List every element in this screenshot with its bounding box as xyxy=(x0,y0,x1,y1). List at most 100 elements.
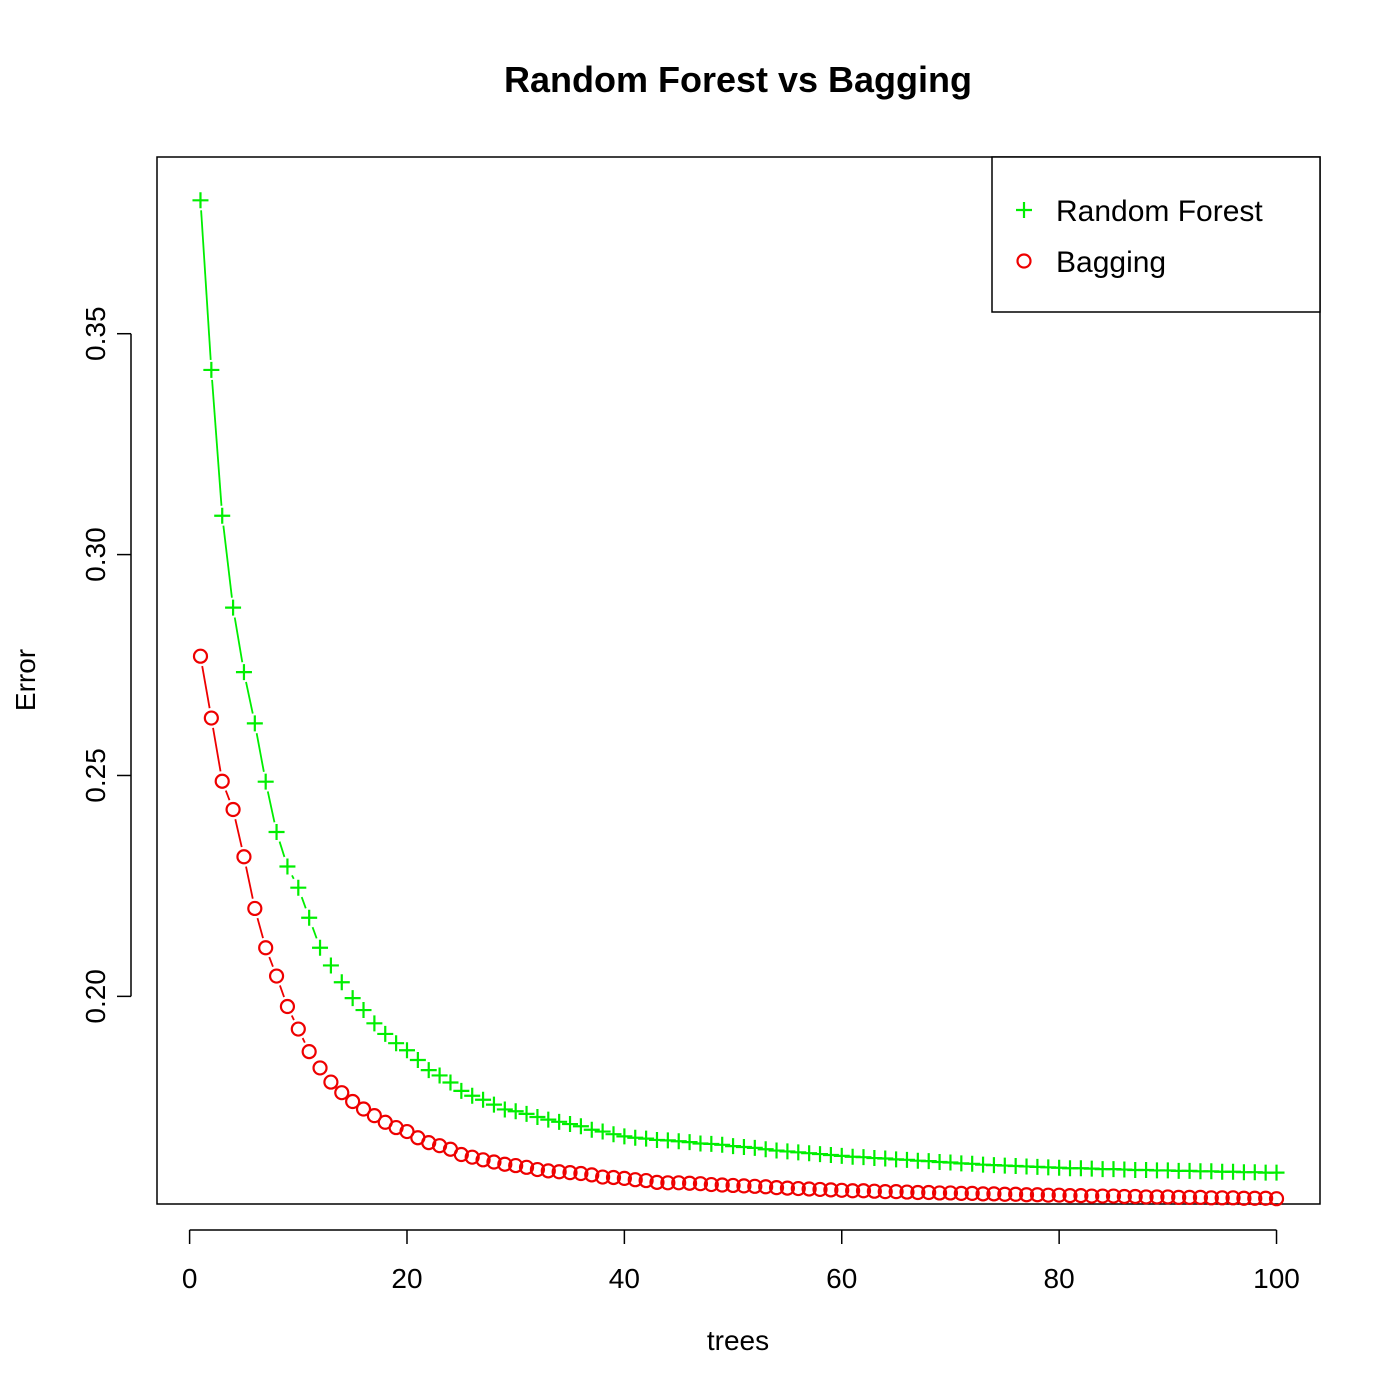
data-point xyxy=(290,1021,306,1037)
data-point xyxy=(1268,1191,1285,1207)
data-point xyxy=(507,1103,524,1120)
data-point xyxy=(649,1174,665,1190)
data-point xyxy=(192,648,209,664)
data-point xyxy=(660,1175,676,1191)
data-point xyxy=(268,824,285,841)
data-point xyxy=(855,1183,872,1199)
data-point xyxy=(496,1101,513,1118)
data-point xyxy=(225,599,242,616)
data-point xyxy=(485,1096,502,1113)
data-point xyxy=(475,1152,491,1168)
data-point xyxy=(312,939,329,956)
data-point xyxy=(247,900,263,917)
data-point xyxy=(323,1074,339,1090)
data-point xyxy=(345,1093,361,1110)
series-random-forest xyxy=(192,192,1285,1181)
y-tick-label: 0.35 xyxy=(80,306,111,361)
data-point xyxy=(747,1178,763,1194)
data-point xyxy=(573,1165,589,1182)
data-point xyxy=(1051,1187,1067,1203)
data-point xyxy=(312,1060,328,1076)
data-point xyxy=(301,1043,317,1060)
data-point xyxy=(953,1185,969,1201)
data-point xyxy=(877,1184,893,1200)
data-point xyxy=(464,1087,481,1104)
legend-label-random-forest: Random Forest xyxy=(1056,195,1263,228)
series-segment xyxy=(301,1037,306,1043)
series-segment xyxy=(201,665,211,709)
data-point xyxy=(681,1175,698,1191)
data-point xyxy=(1029,1187,1046,1203)
chart-title: Random Forest vs Bagging xyxy=(504,59,972,100)
data-point xyxy=(518,1159,535,1175)
data-point xyxy=(1095,1188,1111,1204)
data-point xyxy=(203,361,220,378)
series-segment xyxy=(268,956,274,968)
data-point xyxy=(1073,1188,1089,1204)
data-point xyxy=(931,1185,948,1201)
data-point xyxy=(583,1121,600,1138)
data-point xyxy=(1171,1189,1187,1205)
data-point xyxy=(572,1118,589,1135)
data-point xyxy=(475,1091,492,1108)
data-point xyxy=(529,1108,546,1125)
legend: Random Forest Bagging xyxy=(991,156,1321,313)
data-point xyxy=(757,1141,774,1158)
data-point xyxy=(333,974,350,991)
data-point xyxy=(1116,1188,1132,1205)
x-tick-label: 20 xyxy=(391,1263,422,1294)
series-segment xyxy=(234,819,243,848)
series-layer xyxy=(192,192,1285,1207)
data-point xyxy=(736,1178,752,1194)
data-point xyxy=(594,1123,611,1140)
data-point xyxy=(279,858,296,875)
data-point xyxy=(595,1169,611,1185)
x-tick-label: 40 xyxy=(609,1263,640,1294)
data-point xyxy=(616,1128,633,1145)
data-point xyxy=(398,1042,415,1059)
data-point xyxy=(888,1184,904,1200)
data-point xyxy=(681,1134,698,1151)
data-point xyxy=(758,1179,774,1195)
data-point xyxy=(997,1186,1013,1202)
data-point xyxy=(1258,1190,1274,1206)
series-segment xyxy=(256,917,264,939)
series-segment xyxy=(245,681,254,714)
series-segment xyxy=(255,733,265,773)
data-point xyxy=(746,1139,763,1156)
data-point xyxy=(235,664,252,681)
data-point xyxy=(1040,1187,1056,1203)
data-point xyxy=(692,1176,709,1192)
data-point xyxy=(257,773,274,790)
data-point xyxy=(584,1167,600,1183)
series-segment xyxy=(245,866,254,899)
data-point xyxy=(1247,1190,1263,1206)
data-point xyxy=(1105,1188,1122,1204)
data-point xyxy=(214,507,231,524)
data-point xyxy=(703,1176,719,1193)
series-segment xyxy=(212,727,222,772)
series-segment xyxy=(290,1015,295,1021)
legend-label-bagging: Bagging xyxy=(1056,246,1166,279)
data-point xyxy=(1203,1190,1219,1206)
data-point xyxy=(910,1184,926,1201)
data-point xyxy=(453,1146,469,1163)
data-point xyxy=(540,1163,556,1179)
data-point xyxy=(486,1154,502,1170)
data-point xyxy=(1008,1186,1024,1202)
data-point xyxy=(845,1183,861,1199)
y-axis: 0.20 0.25 0.30 0.35 xyxy=(80,306,132,1024)
x-tick-label: 100 xyxy=(1253,1263,1300,1294)
data-point xyxy=(1214,1190,1230,1206)
data-point xyxy=(605,1169,622,1186)
data-point xyxy=(388,1035,405,1052)
series-segment xyxy=(233,617,244,663)
data-point xyxy=(627,1172,643,1188)
data-point xyxy=(192,192,209,209)
data-point xyxy=(638,1172,654,1189)
data-point xyxy=(464,1149,480,1165)
series-segment xyxy=(224,790,231,801)
data-point xyxy=(638,1130,655,1147)
series-segment xyxy=(311,926,318,939)
data-point xyxy=(355,1002,372,1019)
